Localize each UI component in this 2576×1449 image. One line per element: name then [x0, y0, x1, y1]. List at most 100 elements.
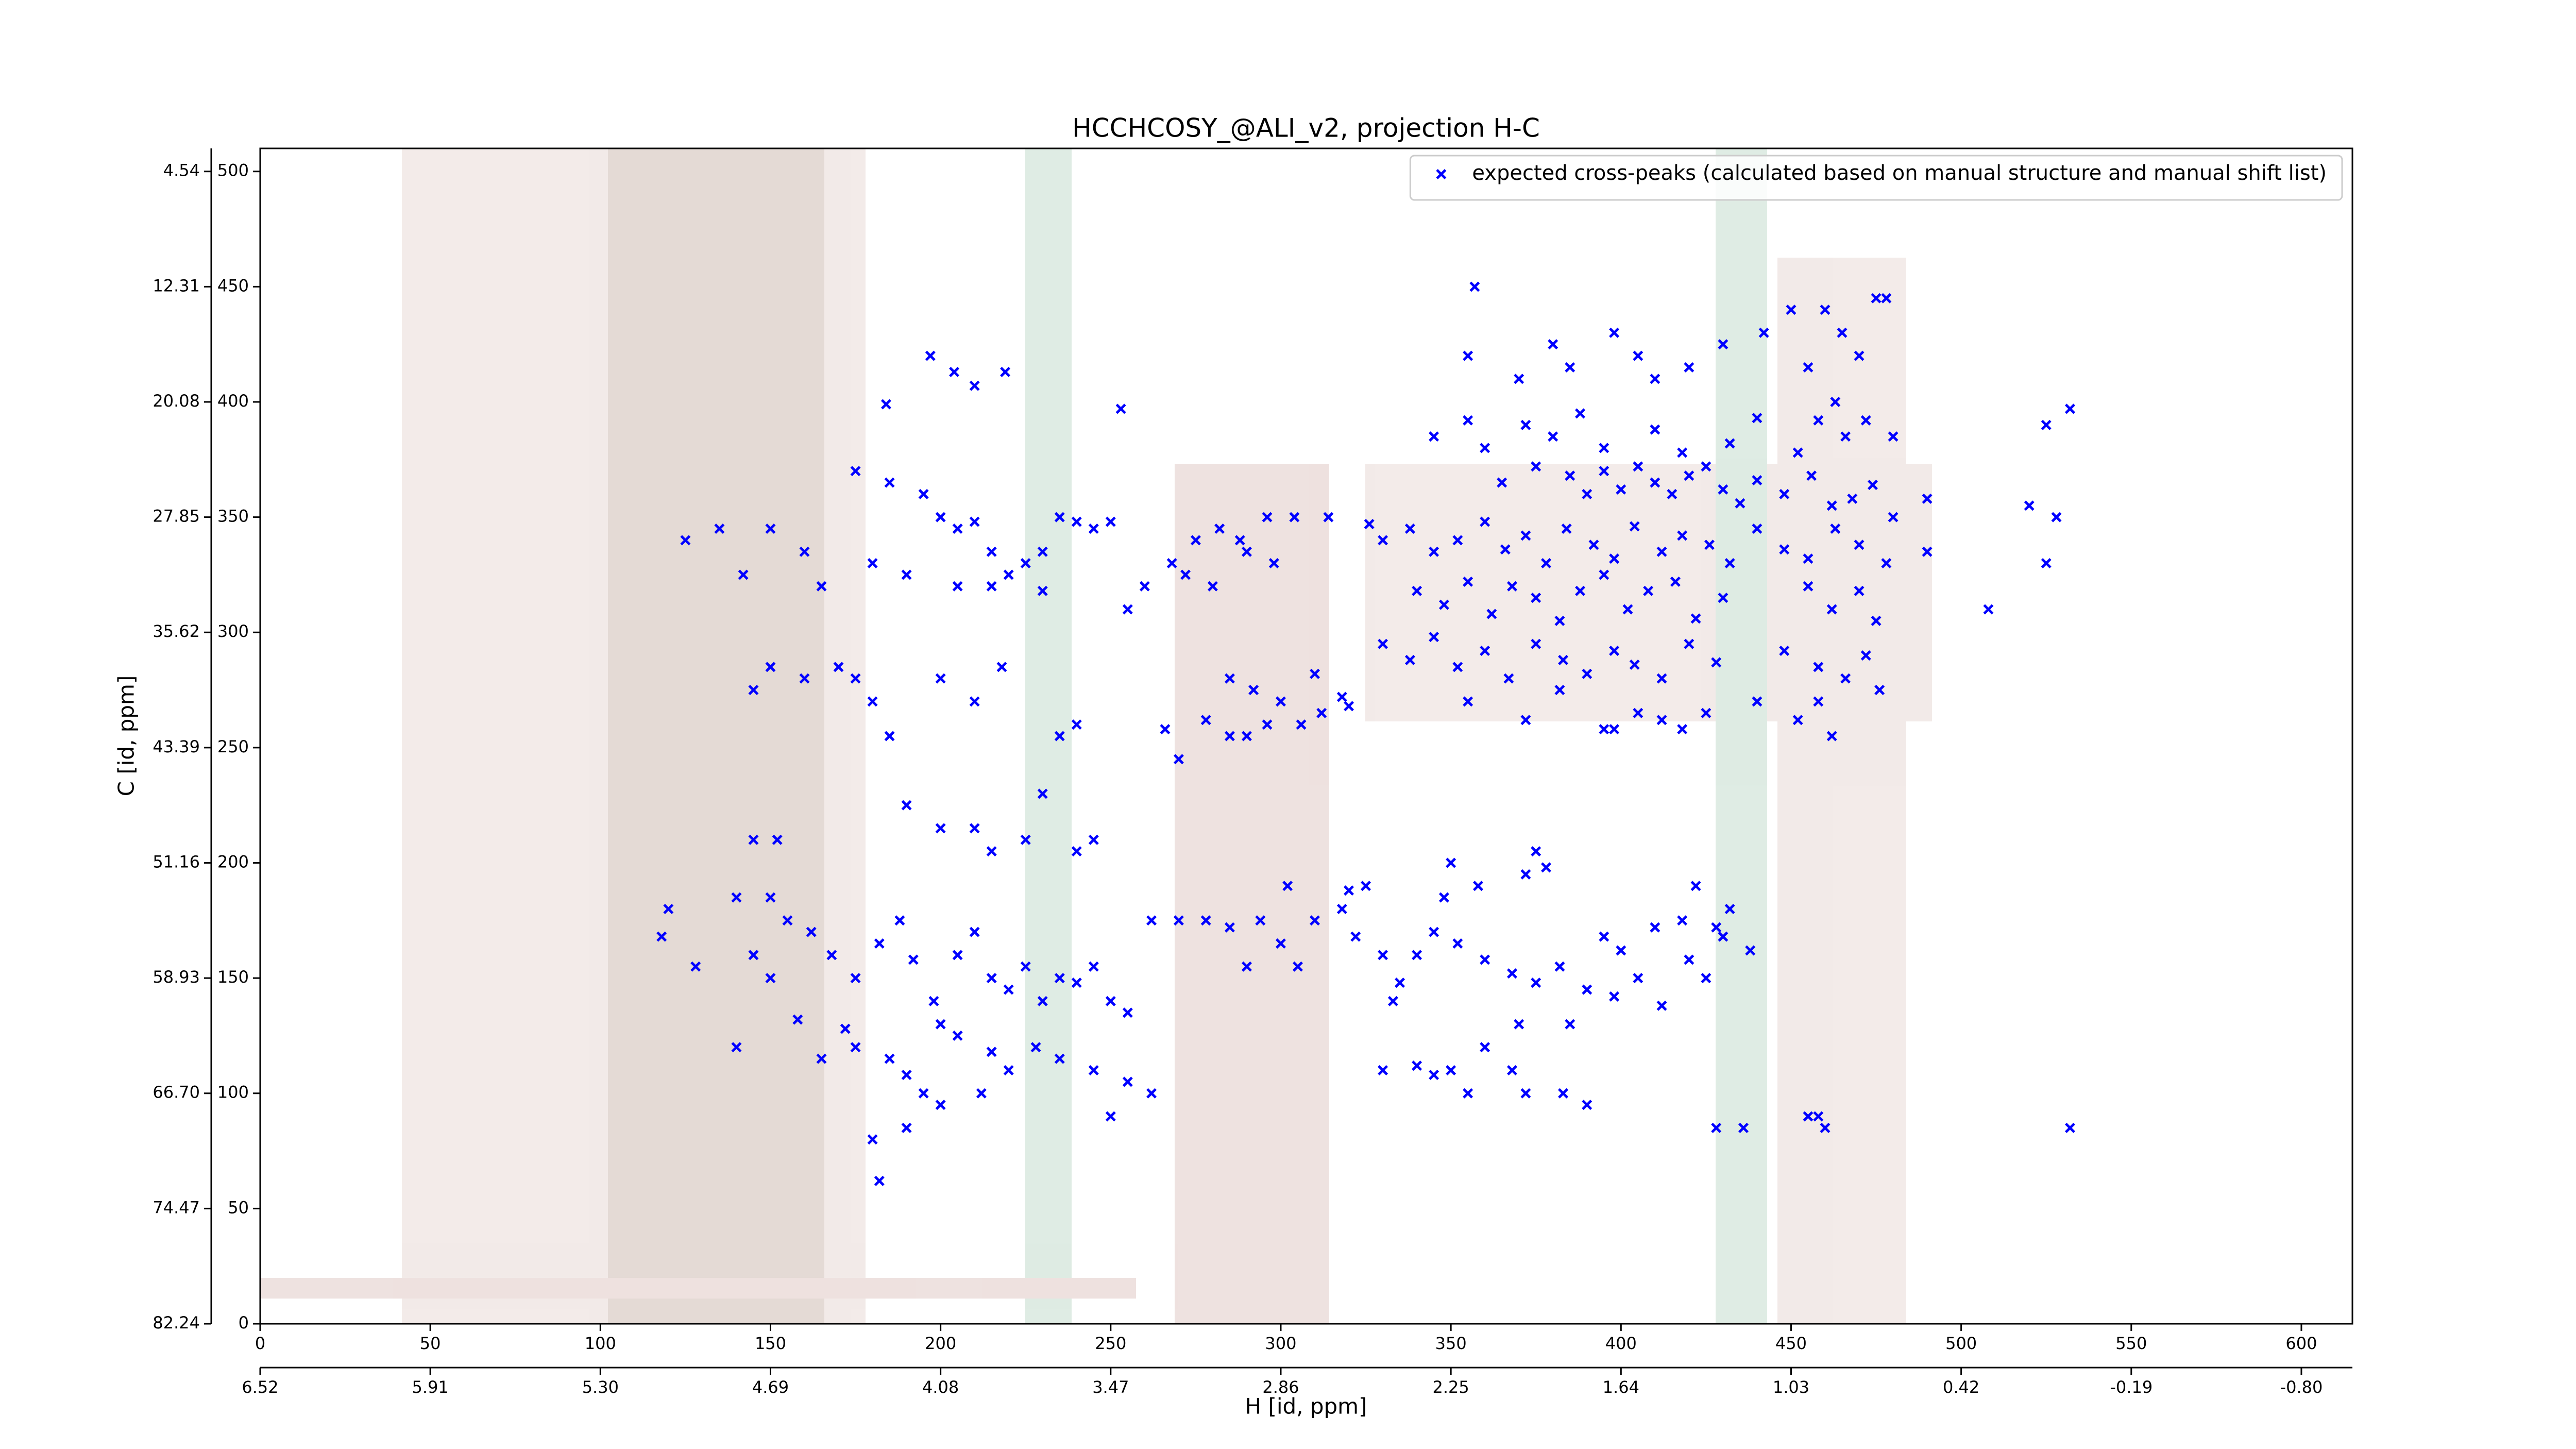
cross-peak — [1656, 673, 1667, 684]
cross-peak — [1758, 327, 1769, 338]
x-tick-label: 600 — [2285, 1334, 2317, 1353]
cross-peak — [1054, 731, 1065, 742]
cross-peak — [1255, 915, 1266, 926]
x-tick-label: 50 — [420, 1334, 441, 1353]
cross-peak — [969, 380, 980, 391]
cross-peak — [2041, 558, 2052, 569]
cross-peak — [1826, 604, 1837, 615]
cross-peak — [928, 996, 939, 1006]
cross-peak — [1500, 544, 1511, 555]
cross-peak — [1452, 938, 1463, 949]
cross-peak — [1395, 978, 1405, 988]
x2-tick-label: 1.64 — [1603, 1377, 1639, 1397]
cross-peak — [1854, 585, 1865, 596]
cross-peak — [1296, 719, 1307, 730]
cross-peak — [1520, 869, 1531, 880]
cross-peak — [1520, 530, 1531, 541]
cross-peak — [1480, 954, 1490, 965]
cross-peak — [748, 950, 759, 961]
cross-peak — [1200, 715, 1211, 726]
x-tick-label: 500 — [1945, 1334, 1977, 1353]
cross-peak — [1412, 1060, 1422, 1071]
y-axis-label: C [id, ppm] — [114, 676, 139, 797]
cross-peak — [952, 581, 963, 592]
cross-peak — [1922, 546, 1933, 557]
cross-peak — [1609, 724, 1620, 735]
cross-peak — [1718, 339, 1728, 350]
cross-peak — [867, 1134, 878, 1145]
cross-peak — [1506, 1065, 1517, 1076]
cross-peak — [1541, 558, 1552, 569]
cross-peak — [1854, 350, 1865, 361]
cross-peak — [1565, 362, 1575, 373]
cross-peak — [1548, 339, 1558, 350]
cross-peak — [908, 954, 919, 965]
cross-peak — [1803, 553, 1814, 564]
cross-peak — [1268, 558, 1279, 569]
cross-peak — [1452, 662, 1463, 672]
cross-peak — [1786, 305, 1797, 315]
cross-peak — [1854, 540, 1865, 550]
cross-peak — [1248, 685, 1259, 696]
cross-peak — [1803, 581, 1814, 592]
x2-tick-label: -0.80 — [2280, 1377, 2323, 1397]
cross-peak — [969, 823, 980, 834]
cross-peak — [1480, 443, 1490, 453]
cross-peak — [1378, 535, 1388, 546]
cross-peak — [1003, 984, 1014, 995]
cross-peak — [1514, 1019, 1524, 1030]
cross-peak — [2064, 1122, 2075, 1133]
cross-peak — [901, 1069, 912, 1080]
cross-peak — [799, 546, 810, 557]
y-tick-label: 300 — [217, 621, 249, 641]
y-tick-label: 150 — [217, 967, 249, 987]
y-tick-label: 200 — [217, 852, 249, 871]
cross-peak — [765, 662, 776, 672]
cross-peak — [1088, 961, 1099, 972]
cross-peak — [1054, 1053, 1065, 1064]
cross-peak — [996, 662, 1007, 672]
cross-peak — [918, 1088, 929, 1099]
cross-peak — [1724, 438, 1735, 449]
cross-peak — [986, 1047, 997, 1057]
cross-peak — [1166, 558, 1177, 569]
cross-peak — [1752, 413, 1762, 424]
cross-peak — [1599, 931, 1609, 942]
cross-peak — [1724, 558, 1735, 569]
cross-peak — [1037, 585, 1048, 596]
x2-tick-label: 0.42 — [1943, 1377, 1979, 1397]
contour-region — [1175, 464, 1329, 1324]
x2-tick-label: 2.25 — [1433, 1377, 1469, 1397]
cross-peak — [935, 512, 946, 523]
x-tick-label: 100 — [585, 1334, 616, 1353]
cross-peak — [1633, 707, 1643, 718]
cross-peak — [1650, 922, 1660, 933]
cross-peak — [1486, 609, 1497, 619]
y2-tick-label: 51.16 — [152, 852, 200, 871]
x2-tick-label: -0.19 — [2110, 1377, 2153, 1397]
cross-peak — [1336, 692, 1347, 702]
cross-peak — [1000, 366, 1011, 377]
cross-peak — [1224, 922, 1235, 933]
cross-peak — [1429, 1069, 1439, 1080]
cross-peak — [1463, 1088, 1473, 1099]
y2-tick-label: 20.08 — [152, 391, 200, 411]
cross-peak — [1558, 654, 1569, 665]
cross-peak — [1275, 938, 1286, 949]
cross-peak — [1656, 546, 1667, 557]
cross-peak — [874, 938, 885, 949]
cross-peak — [1506, 968, 1517, 979]
cross-peak — [1803, 362, 1814, 373]
y2-tick-label: 27.85 — [152, 507, 200, 526]
cross-peak — [2051, 512, 2062, 523]
cross-peak — [1752, 475, 1762, 486]
cross-peak — [1779, 544, 1790, 555]
cross-peak — [1438, 892, 1449, 903]
cross-peak — [1173, 754, 1184, 765]
cross-peak — [1701, 973, 1711, 984]
cross-peak — [1779, 488, 1790, 499]
cross-peak — [1446, 1065, 1456, 1076]
cross-peak — [1323, 512, 1334, 523]
cross-peak — [1452, 535, 1463, 546]
cross-peak — [1813, 696, 1824, 707]
